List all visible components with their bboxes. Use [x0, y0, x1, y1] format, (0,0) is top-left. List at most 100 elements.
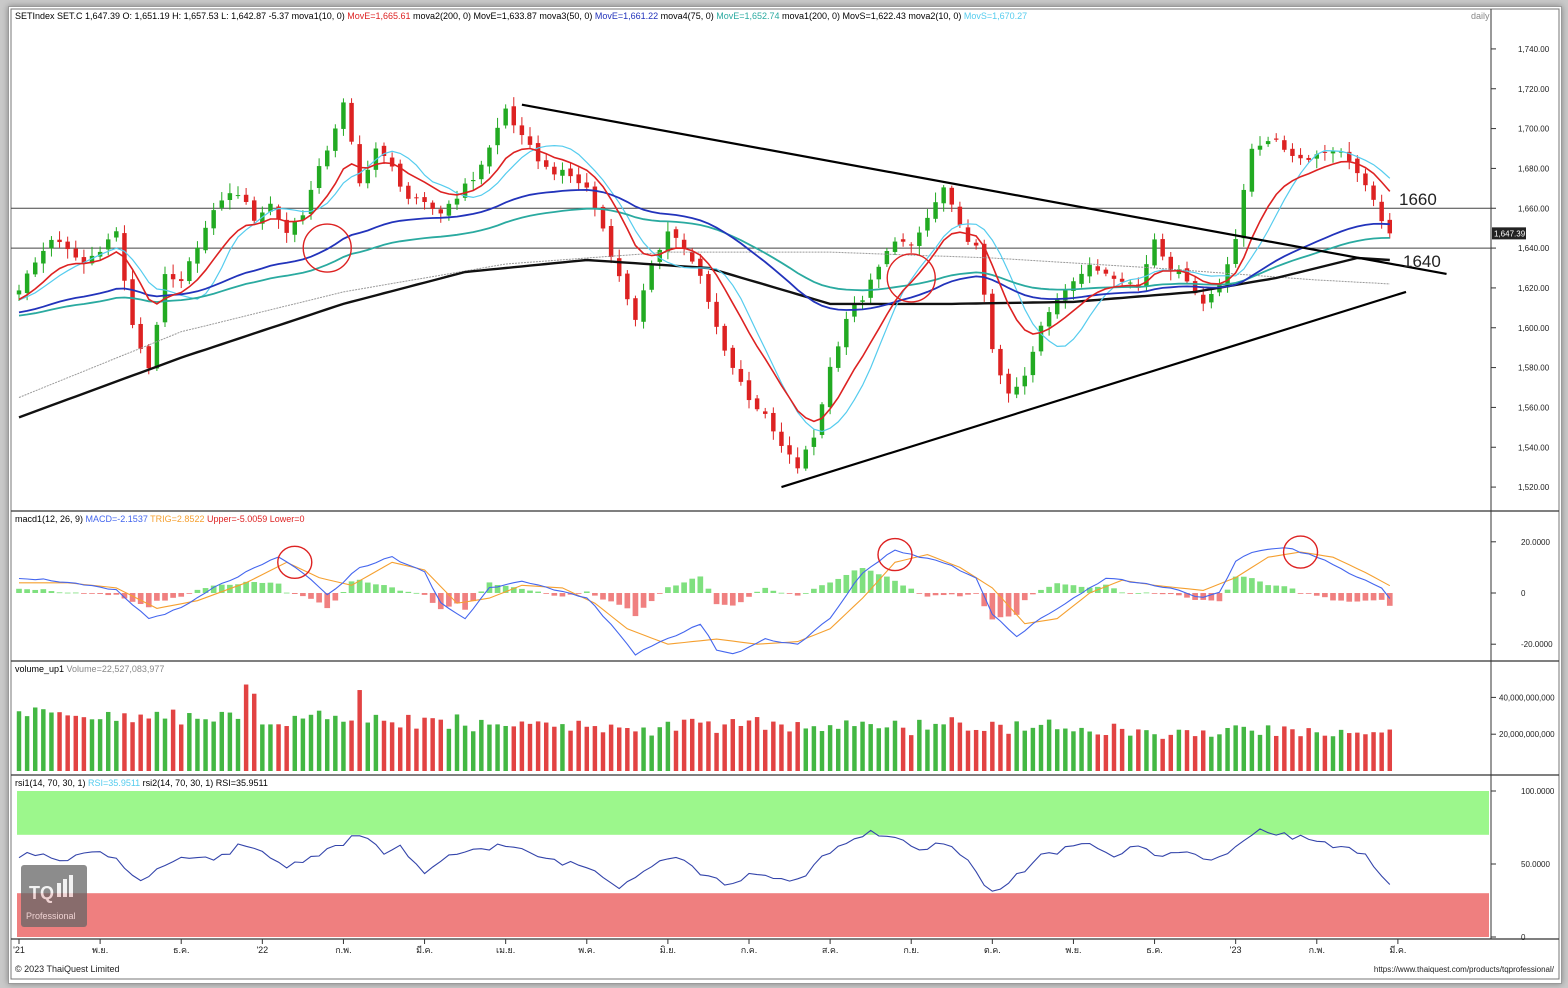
candle[interactable]	[1330, 147, 1336, 163]
candle[interactable]	[779, 422, 784, 453]
ma75-exp-line[interactable]	[18, 207, 1390, 317]
candle[interactable]	[138, 317, 143, 354]
candle[interactable]	[762, 407, 768, 419]
candle[interactable]	[162, 266, 168, 327]
candle[interactable]	[333, 124, 338, 158]
candle[interactable]	[406, 182, 411, 205]
candle[interactable]	[260, 206, 265, 230]
candle[interactable]	[487, 145, 492, 174]
candle[interactable]	[819, 402, 825, 439]
candle[interactable]	[170, 264, 176, 288]
candle[interactable]	[1168, 251, 1174, 281]
candle[interactable]	[827, 357, 833, 415]
candle[interactable]	[673, 226, 679, 248]
candle[interactable]	[795, 447, 800, 474]
candle[interactable]	[495, 117, 500, 155]
candle[interactable]	[1030, 346, 1036, 383]
macd-trigger-line[interactable]	[19, 551, 1391, 645]
candle[interactable]	[1363, 168, 1368, 192]
candle[interactable]	[479, 160, 484, 185]
candle[interactable]	[876, 264, 882, 289]
candle[interactable]	[973, 239, 979, 250]
ma50-exp-line[interactable]	[18, 188, 1390, 314]
candle[interactable]	[178, 271, 184, 289]
candle[interactable]	[998, 344, 1003, 385]
candle[interactable]	[130, 270, 135, 329]
candle[interactable]	[730, 345, 736, 375]
candle[interactable]	[990, 289, 995, 353]
candle[interactable]	[1387, 213, 1393, 239]
ma10-exp-line[interactable]	[18, 147, 1391, 423]
candle[interactable]	[738, 360, 744, 386]
macd-panel[interactable]	[16, 535, 1393, 656]
candle[interactable]	[57, 231, 62, 248]
candle[interactable]	[316, 158, 322, 194]
macd-line[interactable]	[18, 547, 1391, 656]
candle[interactable]	[32, 257, 38, 277]
candle[interactable]	[268, 196, 273, 216]
candle[interactable]	[365, 160, 371, 189]
candle[interactable]	[925, 209, 930, 237]
chart-canvas[interactable]: 1,740.00 1,720.00 1,700.00 1,680.00 1,660.00…	[9, 7, 1561, 983]
candle[interactable]	[844, 311, 849, 355]
candle[interactable]	[1022, 367, 1028, 395]
candle[interactable]	[414, 193, 419, 205]
candle[interactable]	[1306, 154, 1311, 163]
candle[interactable]	[1265, 136, 1271, 147]
candle[interactable]	[560, 162, 565, 184]
candle[interactable]	[933, 192, 938, 223]
rsi-panel[interactable]	[17, 791, 1489, 937]
candle[interactable]	[300, 210, 306, 225]
candle[interactable]	[706, 270, 711, 309]
candle[interactable]	[1257, 136, 1263, 156]
candle[interactable]	[714, 293, 719, 335]
candle[interactable]	[957, 201, 963, 228]
candle[interactable]	[981, 239, 987, 302]
candle[interactable]	[235, 186, 241, 199]
candle[interactable]	[835, 341, 841, 372]
candle[interactable]	[771, 407, 776, 440]
candle[interactable]	[81, 249, 87, 274]
candle[interactable]	[1054, 293, 1060, 319]
candle[interactable]	[1152, 233, 1157, 268]
candle[interactable]	[251, 196, 257, 224]
candle[interactable]	[243, 187, 249, 205]
candle[interactable]	[1282, 135, 1287, 153]
candle[interactable]	[949, 185, 955, 213]
candle[interactable]	[357, 135, 362, 187]
candle[interactable]	[633, 295, 638, 327]
candle[interactable]	[917, 226, 922, 256]
candle[interactable]	[1355, 155, 1360, 182]
candle[interactable]	[1038, 321, 1044, 356]
candle[interactable]	[430, 200, 435, 215]
candle[interactable]	[114, 227, 119, 242]
candle[interactable]	[892, 237, 898, 255]
candle[interactable]	[625, 270, 630, 306]
candle[interactable]	[1298, 148, 1303, 165]
candle[interactable]	[1314, 150, 1320, 169]
candle[interactable]	[900, 233, 906, 247]
candle[interactable]	[722, 323, 727, 356]
candle[interactable]	[219, 192, 225, 211]
candle[interactable]	[543, 153, 549, 170]
candle[interactable]	[16, 284, 22, 302]
candle[interactable]	[1249, 143, 1255, 197]
candle[interactable]	[462, 178, 468, 201]
candle[interactable]	[511, 97, 517, 134]
candle[interactable]	[49, 236, 54, 257]
candle[interactable]	[519, 117, 525, 145]
candle[interactable]	[1290, 143, 1295, 163]
candle[interactable]	[1176, 265, 1182, 279]
trendline-resistance[interactable]	[521, 103, 1447, 276]
candle[interactable]	[397, 159, 403, 192]
candle[interactable]	[641, 283, 646, 329]
candle[interactable]	[227, 183, 233, 210]
candle[interactable]	[941, 185, 946, 212]
candle[interactable]	[503, 104, 508, 129]
candle[interactable]	[1160, 233, 1165, 261]
candle[interactable]	[568, 162, 573, 183]
price-panel[interactable]	[11, 97, 1491, 489]
candle[interactable]	[1273, 133, 1279, 142]
candle[interactable]	[341, 98, 346, 136]
candle[interactable]	[1087, 257, 1092, 284]
